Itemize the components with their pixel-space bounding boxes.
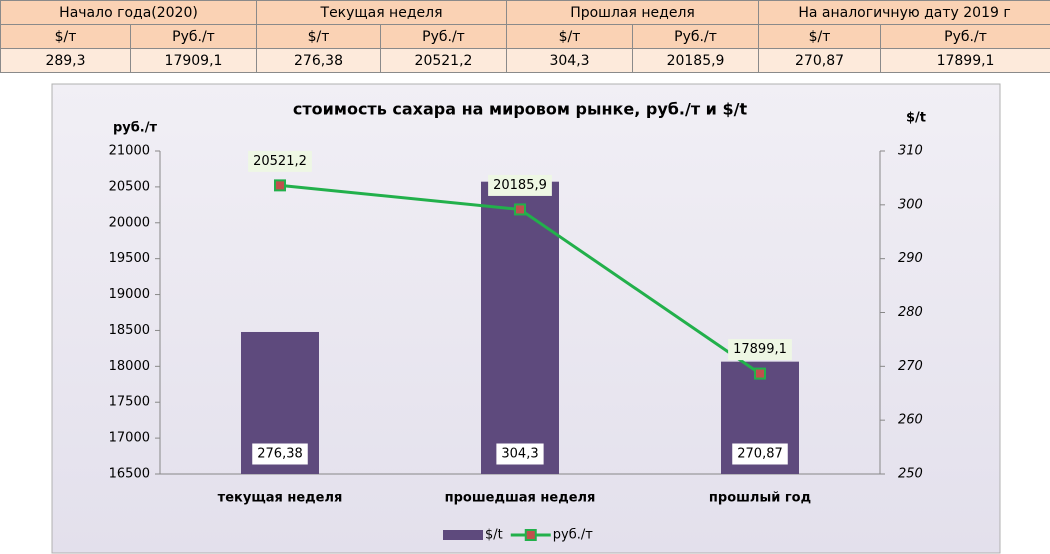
table-cell: Руб./т: [130, 24, 257, 49]
table-cell: На аналогичную дату 2019 г: [758, 0, 1050, 25]
value-label: 17899,1: [728, 339, 792, 361]
table-cell: 17909,1: [130, 48, 257, 73]
table-row: $/т Руб./т $/т Руб./т $/т Руб./т $/т Руб./т: [0, 24, 1050, 49]
y-tick-label: 19000: [109, 287, 150, 302]
table-cell: Начало года(2020): [0, 0, 257, 25]
y2-tick-label: 290: [898, 251, 923, 266]
y-tick-label: 18000: [109, 359, 150, 374]
table-cell: $/т: [256, 24, 381, 49]
value-label: 20185,9: [488, 174, 552, 196]
y-tick-label: 20000: [109, 215, 150, 230]
y2-tick-label: 310: [898, 144, 923, 159]
value-label: 304,3: [496, 443, 544, 465]
value-label: 20521,2: [248, 150, 312, 172]
y-tick-label: 21000: [109, 144, 150, 159]
x-tick-label: прошлый год: [709, 491, 811, 506]
line-marker: [754, 367, 766, 380]
value-label-text: 276,38: [257, 447, 303, 462]
label-box: [496, 443, 544, 465]
table-cell: 270,87: [758, 48, 882, 73]
table-cell: $/т: [758, 24, 882, 49]
label-box: [732, 443, 788, 465]
value-label-text: 17899,1: [733, 342, 787, 357]
value-label-text: 20521,2: [253, 154, 307, 169]
table-cell: $/т: [506, 24, 634, 49]
legend-label: $/t: [485, 528, 503, 543]
table-cell: 20185,9: [632, 48, 760, 73]
y2-tick-label: 280: [898, 305, 923, 320]
bar: [481, 181, 559, 474]
label-box: [728, 339, 792, 361]
table-cell: 17899,1: [880, 48, 1050, 73]
y2-tick-label: 270: [898, 359, 923, 374]
y-tick-label: 16500: [109, 467, 150, 482]
table-cell: 276,38: [256, 48, 381, 73]
value-label: 270,87: [732, 443, 788, 465]
y2-tick-label: 250: [898, 467, 923, 482]
legend-swatch: [443, 530, 483, 540]
chart-title: стоимость сахара на мировом рынке, руб./…: [293, 100, 748, 119]
y-tick-label: 17500: [109, 395, 150, 410]
line-marker: [514, 203, 526, 216]
table-cell: Руб./т: [379, 24, 508, 49]
x-tick-label: прошедшая неделя: [445, 491, 596, 506]
y-axis-label: руб./т: [113, 121, 158, 136]
x-tick-label: текущая неделя: [218, 491, 343, 506]
legend-marker: [524, 529, 537, 541]
y-tick-label: 19500: [109, 251, 150, 266]
y2-tick-label: 300: [898, 197, 923, 212]
table-row: Начало года(2020) Текущая неделя Прошлая н…: [0, 0, 1050, 25]
y2-axis-label: $/t: [906, 111, 926, 126]
label-box: [248, 150, 312, 172]
label-box: [488, 174, 552, 196]
value-label-text: 304,3: [501, 447, 538, 462]
table-row: 289,3 17909,1 276,38 20521,2 304,3 20185,9 270…: [0, 48, 1050, 73]
line-marker: [274, 179, 286, 192]
table-cell: 289,3: [0, 48, 131, 73]
table-cell: Руб./т: [632, 24, 760, 49]
value-label-text: 20185,9: [493, 178, 547, 193]
table-cell: $/т: [0, 24, 131, 49]
table-cell: 20521,2: [379, 48, 508, 73]
y-tick-label: 18500: [109, 323, 150, 338]
y2-tick-label: 260: [898, 413, 923, 428]
table-cell: 304,3: [506, 48, 634, 73]
legend-label: руб./т: [553, 528, 593, 543]
label-box: [252, 443, 308, 465]
price-table: Начало года(2020) Текущая неделя Прошлая н…: [0, 0, 1050, 73]
y-tick-label: 17000: [109, 431, 150, 446]
value-label: 276,38: [252, 443, 308, 465]
y-tick-label: 20500: [109, 179, 150, 194]
table-body: Начало года(2020) Текущая неделя Прошлая н…: [0, 0, 1050, 73]
value-label-text: 270,87: [737, 447, 783, 462]
